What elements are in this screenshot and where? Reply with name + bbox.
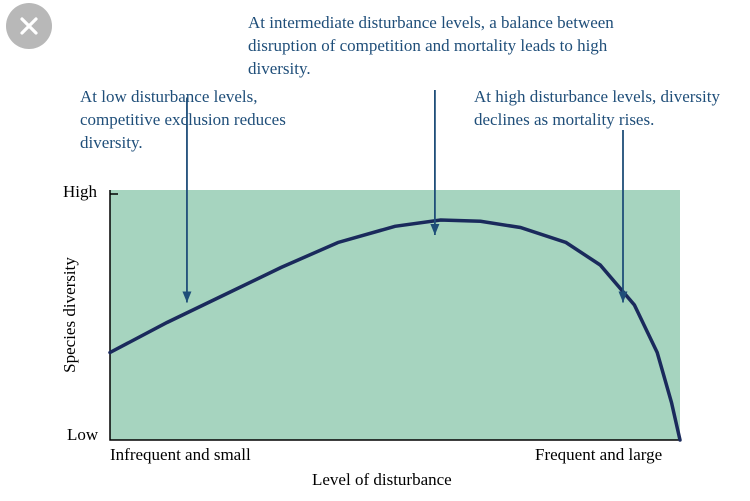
x-tick-right: Frequent and large	[535, 445, 662, 465]
annotation-low: At low disturbance levels, competitive e…	[80, 86, 340, 155]
annotation-intermediate: At intermediate disturbance levels, a ba…	[248, 12, 628, 81]
y-axis-label: Species diversity	[60, 190, 80, 440]
close-button[interactable]	[6, 3, 52, 49]
annotation-high: At high disturbance levels, diversity de…	[474, 86, 724, 132]
close-icon	[17, 14, 41, 38]
x-axis-label: Level of disturbance	[312, 470, 452, 490]
disturbance-chart	[110, 190, 680, 440]
y-tick-low: Low	[67, 425, 98, 445]
y-tick-high: High	[63, 182, 97, 202]
x-tick-left: Infrequent and small	[110, 445, 251, 465]
